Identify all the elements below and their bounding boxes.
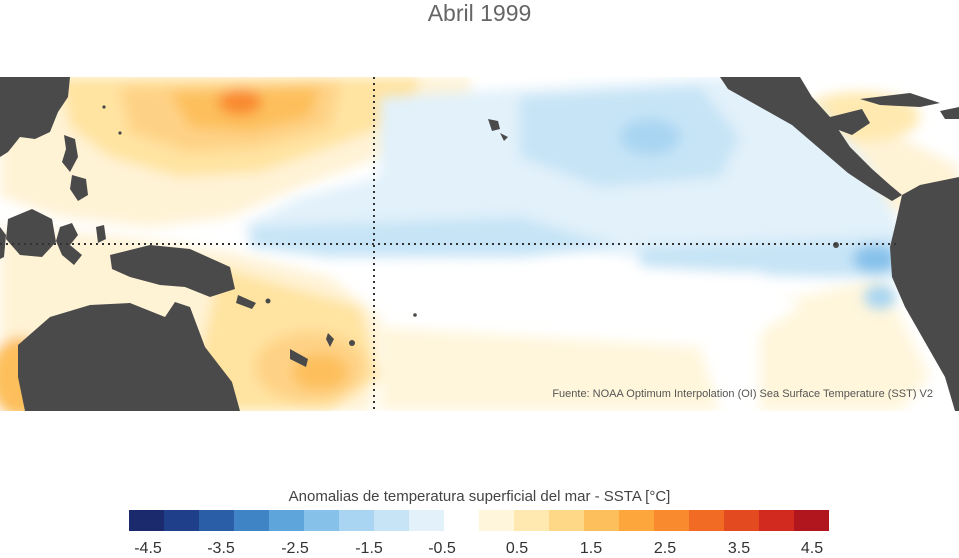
colorbar-swatch <box>234 510 270 531</box>
colorbar-swatch <box>479 510 515 531</box>
colorbar-swatch <box>199 510 235 531</box>
colorbar-tick-labels: -4.5 -3.5 -2.5 -1.5 -0.5 0.5 1.5 2.5 3.5… <box>0 540 959 558</box>
colorbar-tick-label: 0.5 <box>505 540 529 557</box>
colorbar-swatch <box>514 510 550 531</box>
colorbar-swatch <box>444 510 480 531</box>
sulawesi <box>56 223 82 265</box>
colorbar-swatch <box>164 510 200 531</box>
colorbar-tick-label: -1.5 <box>355 540 383 557</box>
colorbar-tick-label: -0.5 <box>428 540 456 557</box>
hispaniola <box>940 107 959 119</box>
colorbar-swatch <box>304 510 340 531</box>
colorbar-tick-label: -2.5 <box>281 540 309 557</box>
solomon-islands <box>236 295 256 309</box>
colorbar-swatch <box>129 510 165 531</box>
colorbar-swatch <box>549 510 585 531</box>
colorbar-swatch <box>584 510 620 531</box>
colorbar-tick-label: 2.5 <box>653 540 677 557</box>
south-america <box>890 177 959 411</box>
colorbar <box>129 510 830 531</box>
halmahera <box>96 225 106 243</box>
colorbar-tick-label: 4.5 <box>800 540 824 557</box>
colorbar-swatch <box>689 510 725 531</box>
colorbar-swatch <box>724 510 760 531</box>
ssta-map <box>0 77 959 411</box>
data-source-credit: Fuente: NOAA Optimum Interpolation (OI) … <box>552 388 933 400</box>
reference-lines <box>0 77 896 411</box>
map-title: Abril 1999 <box>427 0 532 26</box>
colorbar-swatch <box>794 510 830 531</box>
colorbar-swatch <box>339 510 375 531</box>
colorbar-tick-label: -4.5 <box>134 540 162 557</box>
hawaii-2 <box>500 133 508 141</box>
colorbar-swatch <box>269 510 305 531</box>
land-masses <box>0 77 959 411</box>
philippines <box>62 135 78 172</box>
vanuatu <box>326 333 334 347</box>
sumatra-edge <box>0 227 6 259</box>
new-caledonia <box>290 349 308 367</box>
colorbar-tick-label: -3.5 <box>207 540 235 557</box>
philippines-south <box>70 175 88 201</box>
asia-mainland <box>0 77 70 157</box>
colorbar-swatch <box>409 510 445 531</box>
colorbar-swatch <box>654 510 690 531</box>
hawaii-1 <box>488 119 500 131</box>
colorbar-tick-label: 3.5 <box>727 540 751 557</box>
colorbar-title: Anomalias de temperatura superficial del… <box>288 488 671 505</box>
central-america <box>720 77 902 201</box>
colorbar-swatch <box>759 510 795 531</box>
new-guinea <box>110 245 235 297</box>
australia <box>18 302 240 411</box>
cuba <box>860 93 940 107</box>
colorbar-swatch <box>374 510 410 531</box>
yucatan <box>830 109 870 135</box>
colorbar-tick-label: 1.5 <box>579 540 603 557</box>
colorbar-swatch <box>619 510 655 531</box>
cool-anomaly-fields <box>240 77 900 332</box>
